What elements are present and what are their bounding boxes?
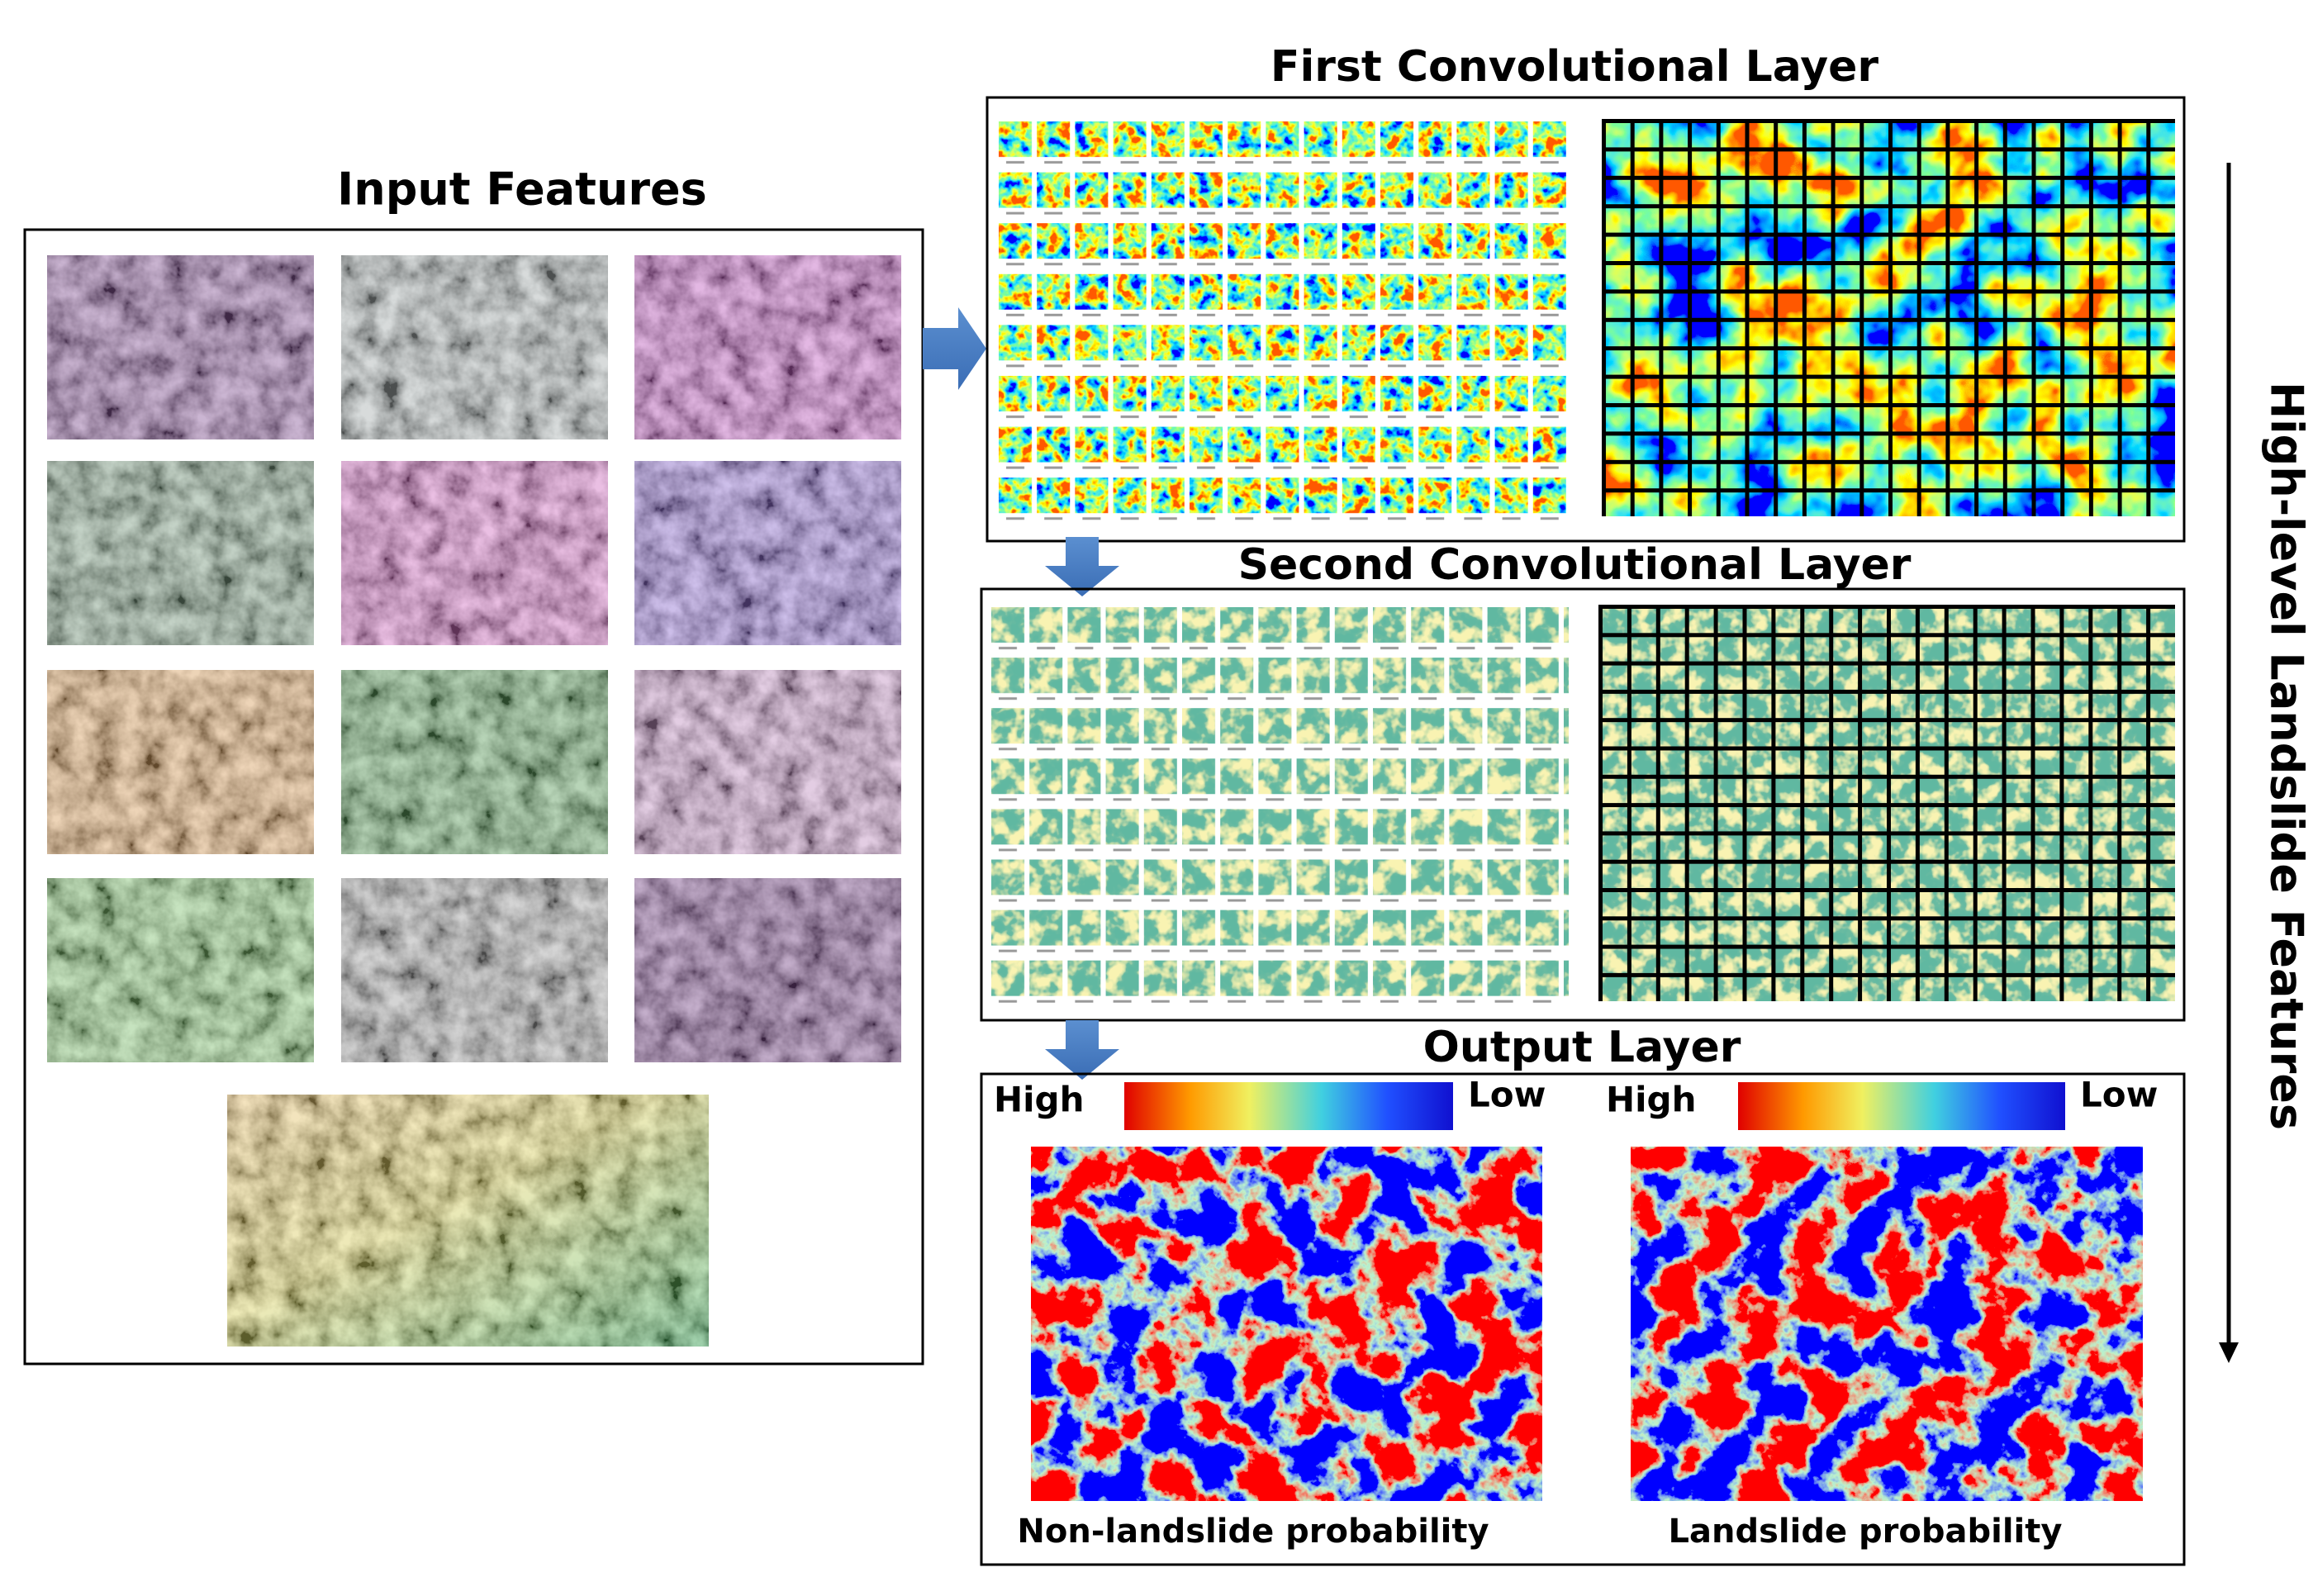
input-tile bbox=[47, 255, 314, 439]
input-tile bbox=[47, 461, 314, 645]
side-arrowhead bbox=[2219, 1342, 2239, 1363]
arrow bbox=[1045, 1020, 1119, 1080]
input-tile bbox=[47, 670, 314, 854]
section-title: Second Convolutional Layer bbox=[1238, 540, 1912, 590]
colorbar bbox=[1124, 1082, 1453, 1130]
layer-box bbox=[980, 587, 2186, 1022]
map-caption: Non-landslide probability bbox=[1017, 1513, 1489, 1551]
probability-map bbox=[1631, 1147, 2143, 1501]
side-label: High-level Landslide Features bbox=[2260, 382, 2312, 1130]
colorbar bbox=[1738, 1082, 2065, 1130]
arrow bbox=[1045, 537, 1119, 596]
input-tile bbox=[341, 878, 608, 1062]
legend-low: Low bbox=[2080, 1075, 2158, 1115]
section-title: Input Features bbox=[337, 164, 707, 216]
mosaic-grid bbox=[1602, 119, 2175, 516]
input-box bbox=[23, 228, 924, 1366]
section-title: First Convolutional Layer bbox=[1270, 42, 1879, 92]
mosaic-grid bbox=[1598, 605, 2175, 1001]
input-tile bbox=[341, 461, 608, 645]
input-tile bbox=[47, 878, 314, 1062]
arrow bbox=[923, 307, 986, 390]
legend-high: High bbox=[1606, 1080, 1697, 1120]
input-tile bbox=[634, 461, 901, 645]
map-caption: Landslide probability bbox=[1669, 1513, 2063, 1551]
feature-grid bbox=[996, 119, 1569, 526]
legend-high: High bbox=[994, 1080, 1085, 1120]
input-tile bbox=[341, 255, 608, 439]
legend-low: Low bbox=[1468, 1075, 1546, 1115]
input-tile bbox=[634, 670, 901, 854]
input-tile bbox=[634, 255, 901, 439]
input-tile bbox=[634, 878, 901, 1062]
input-tiles bbox=[47, 255, 901, 1062]
input-tile bbox=[341, 670, 608, 854]
layer-box bbox=[980, 1072, 2186, 1566]
layer-box bbox=[986, 96, 2186, 543]
feature-grid bbox=[989, 605, 1569, 1009]
dem-shading bbox=[227, 1095, 709, 1347]
section-title: Output Layer bbox=[1423, 1023, 1741, 1072]
probability-map bbox=[1031, 1147, 1542, 1501]
